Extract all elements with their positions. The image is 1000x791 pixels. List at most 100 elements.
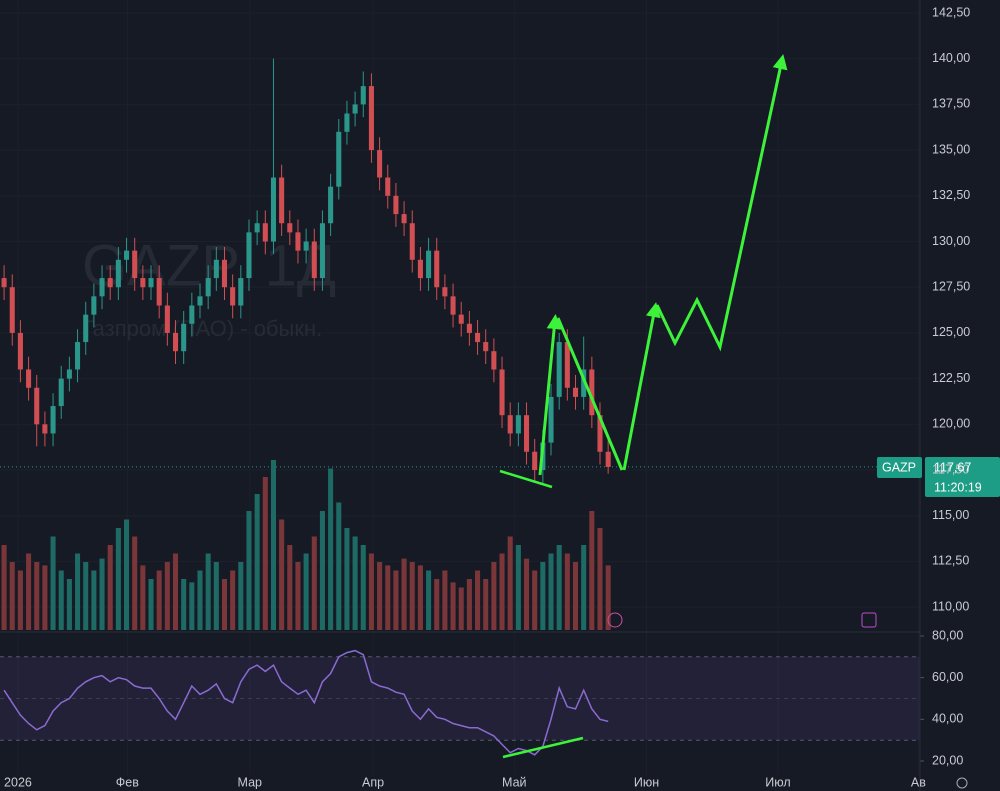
candle-body <box>450 296 456 315</box>
candle-body <box>426 250 432 279</box>
volume-bar <box>434 579 440 630</box>
volume-bar <box>532 570 538 630</box>
candle-body <box>295 232 301 251</box>
volume-bar <box>270 460 276 630</box>
candle-body <box>564 342 570 388</box>
volume-bar <box>164 562 170 630</box>
volume-bar <box>319 511 325 630</box>
y-tick-label: 127,50 <box>932 280 970 294</box>
candle-body <box>99 278 105 297</box>
volume-bar <box>254 494 260 630</box>
candle-body <box>58 378 64 407</box>
candle-body <box>75 342 81 370</box>
volume-bar <box>450 582 456 630</box>
volume-bar <box>230 570 236 630</box>
candle-body <box>368 86 374 151</box>
volume-bar <box>246 511 252 630</box>
countdown: 11:20:19 <box>934 480 982 494</box>
y-tick-label: 130,00 <box>932 234 970 248</box>
candle-body <box>246 232 252 279</box>
volume-bar <box>466 579 472 630</box>
volume-bar <box>9 562 15 630</box>
volume-bar <box>368 553 374 630</box>
volume-bar <box>475 570 481 630</box>
candle-body <box>279 177 285 224</box>
arrow <box>655 54 788 352</box>
volume-bar <box>548 553 554 630</box>
candle-body <box>221 259 228 288</box>
volume-bar <box>91 570 97 630</box>
volume-bar <box>26 553 32 630</box>
candle-body <box>475 332 481 343</box>
arrow <box>538 314 562 476</box>
settings-icon[interactable] <box>956 777 968 789</box>
volume-bar <box>172 553 179 630</box>
volume-bar <box>1 545 7 630</box>
candle-body <box>597 415 603 452</box>
y-tick-label: 142,50 <box>932 5 970 19</box>
y-tick-label: 125,00 <box>932 325 970 339</box>
candle-body <box>483 342 489 352</box>
volume-bar <box>148 579 154 630</box>
earnings-icon <box>861 612 877 628</box>
volume-bar <box>540 562 546 630</box>
volume-bar <box>442 570 448 630</box>
candle-body <box>605 451 611 467</box>
candle-body <box>262 223 268 242</box>
candle-body <box>270 177 276 242</box>
rsi-trend-line <box>502 736 584 759</box>
volume-bar <box>458 587 464 630</box>
symbol-badge <box>877 457 922 478</box>
rsi-line <box>3 649 609 756</box>
candle-body <box>589 369 595 416</box>
candle-body <box>344 113 350 132</box>
candle-body <box>377 150 383 178</box>
candle-body <box>458 314 464 324</box>
y-tick-label: 122,50 <box>932 371 970 385</box>
price-badge <box>925 457 1000 497</box>
volume-bar <box>597 528 603 630</box>
volume-bar <box>221 579 228 630</box>
candle-body <box>254 223 260 233</box>
volume-bar <box>344 528 350 630</box>
candle-body <box>336 131 342 187</box>
volume-bar <box>262 477 268 630</box>
volume-bar <box>515 545 521 630</box>
candle-body <box>572 387 579 397</box>
volume-bar <box>507 536 513 630</box>
candle-body <box>42 424 48 434</box>
candle-body <box>115 259 121 288</box>
y-tick-label: 20,00 <box>932 753 963 767</box>
x-tick-label: Апр <box>362 775 384 789</box>
x-tick-label: Май <box>502 775 527 789</box>
volume-bar <box>401 558 407 630</box>
volume-bar <box>58 570 64 630</box>
volume-bar <box>132 536 138 630</box>
candle-body <box>515 415 521 434</box>
candle-body <box>189 305 195 324</box>
candle-body <box>507 415 513 434</box>
y-tick-label: 135,00 <box>932 142 970 156</box>
last-price-label: 117,67 <box>934 460 971 474</box>
trend-line <box>499 469 553 489</box>
candle-body <box>548 396 554 443</box>
candle-body <box>34 387 40 425</box>
volume-bar <box>336 502 342 630</box>
candle-body <box>434 250 440 288</box>
volume-bar <box>181 579 187 630</box>
volume-bar <box>34 562 40 630</box>
candle-body <box>466 323 472 333</box>
candle-body <box>238 278 244 306</box>
candle-body <box>499 369 505 416</box>
drawings <box>499 54 788 759</box>
volume-bar <box>491 562 497 630</box>
volume-bar <box>572 562 579 630</box>
volume-bar <box>311 536 317 630</box>
candle-body <box>213 259 219 279</box>
volume-bar <box>156 570 162 630</box>
candle-body <box>9 287 15 333</box>
x-tick-label: 2026 <box>4 775 32 789</box>
volume-bar <box>581 545 587 630</box>
volume-bar <box>99 558 105 630</box>
